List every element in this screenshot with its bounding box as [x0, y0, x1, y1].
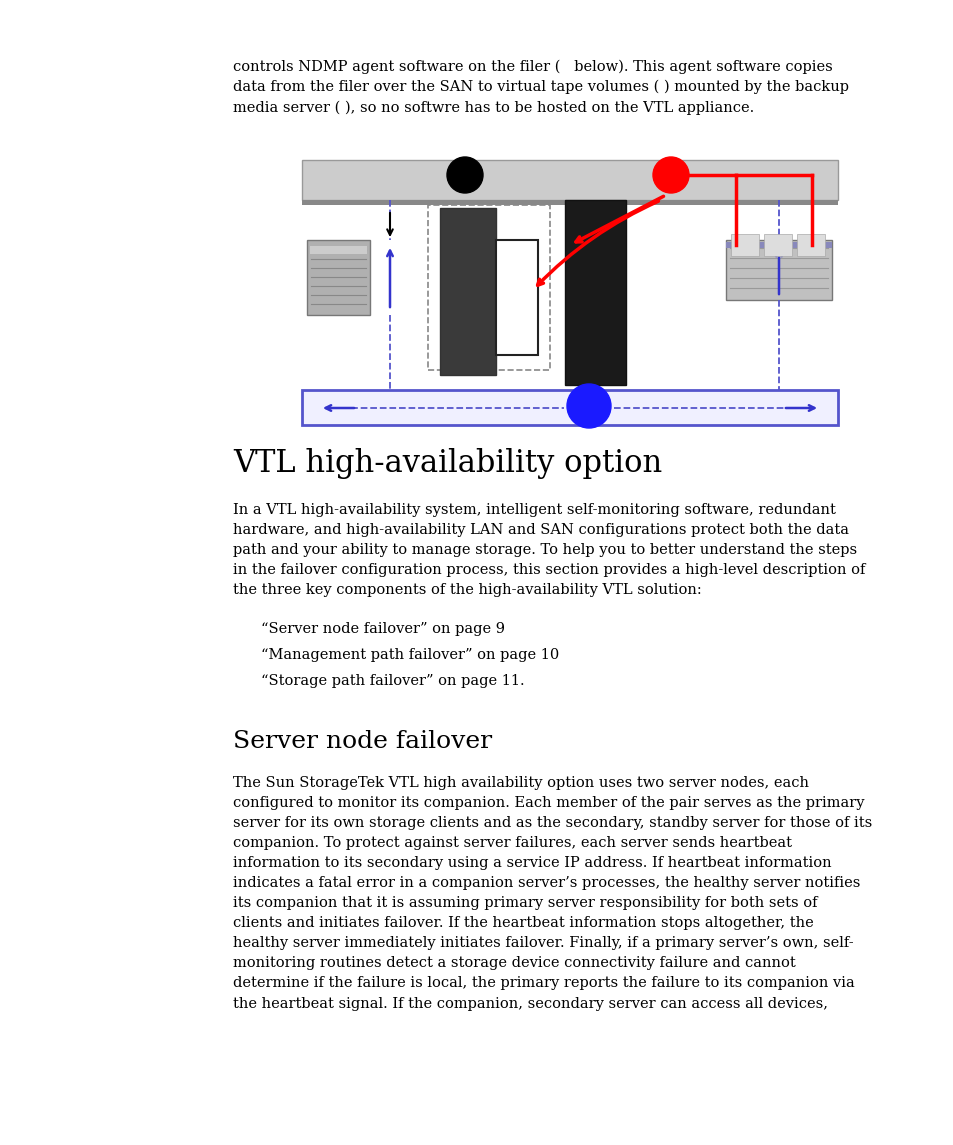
Bar: [302, 390, 837, 425]
Circle shape: [652, 157, 688, 194]
Bar: [796, 234, 824, 256]
Bar: [310, 246, 367, 254]
Bar: [307, 240, 370, 315]
Bar: [763, 234, 791, 256]
Text: Server node failover: Server node failover: [233, 731, 492, 753]
Text: “Storage path failover” on page 11.: “Storage path failover” on page 11.: [261, 674, 524, 688]
Bar: [302, 160, 837, 200]
Text: controls NDMP agent software on the filer (   below). This agent software copies: controls NDMP agent software on the file…: [233, 60, 848, 114]
Text: “Management path failover” on page 10: “Management path failover” on page 10: [261, 648, 558, 662]
Text: In a VTL high-availability system, intelligent self-monitoring software, redunda: In a VTL high-availability system, intel…: [233, 503, 864, 598]
Bar: [496, 240, 537, 355]
Bar: [730, 234, 759, 256]
Bar: [302, 200, 837, 205]
Text: VTL high-availability option: VTL high-availability option: [233, 448, 661, 479]
Bar: [725, 240, 831, 300]
Text: The Sun StorageTek VTL high availability option uses two server nodes, each
conf: The Sun StorageTek VTL high availability…: [233, 776, 871, 1011]
Circle shape: [566, 384, 610, 428]
Bar: [564, 200, 625, 385]
Bar: [439, 208, 496, 376]
Circle shape: [447, 157, 482, 194]
Bar: [428, 205, 550, 370]
Text: “Server node failover” on page 9: “Server node failover” on page 9: [261, 622, 504, 635]
Bar: [725, 242, 831, 248]
